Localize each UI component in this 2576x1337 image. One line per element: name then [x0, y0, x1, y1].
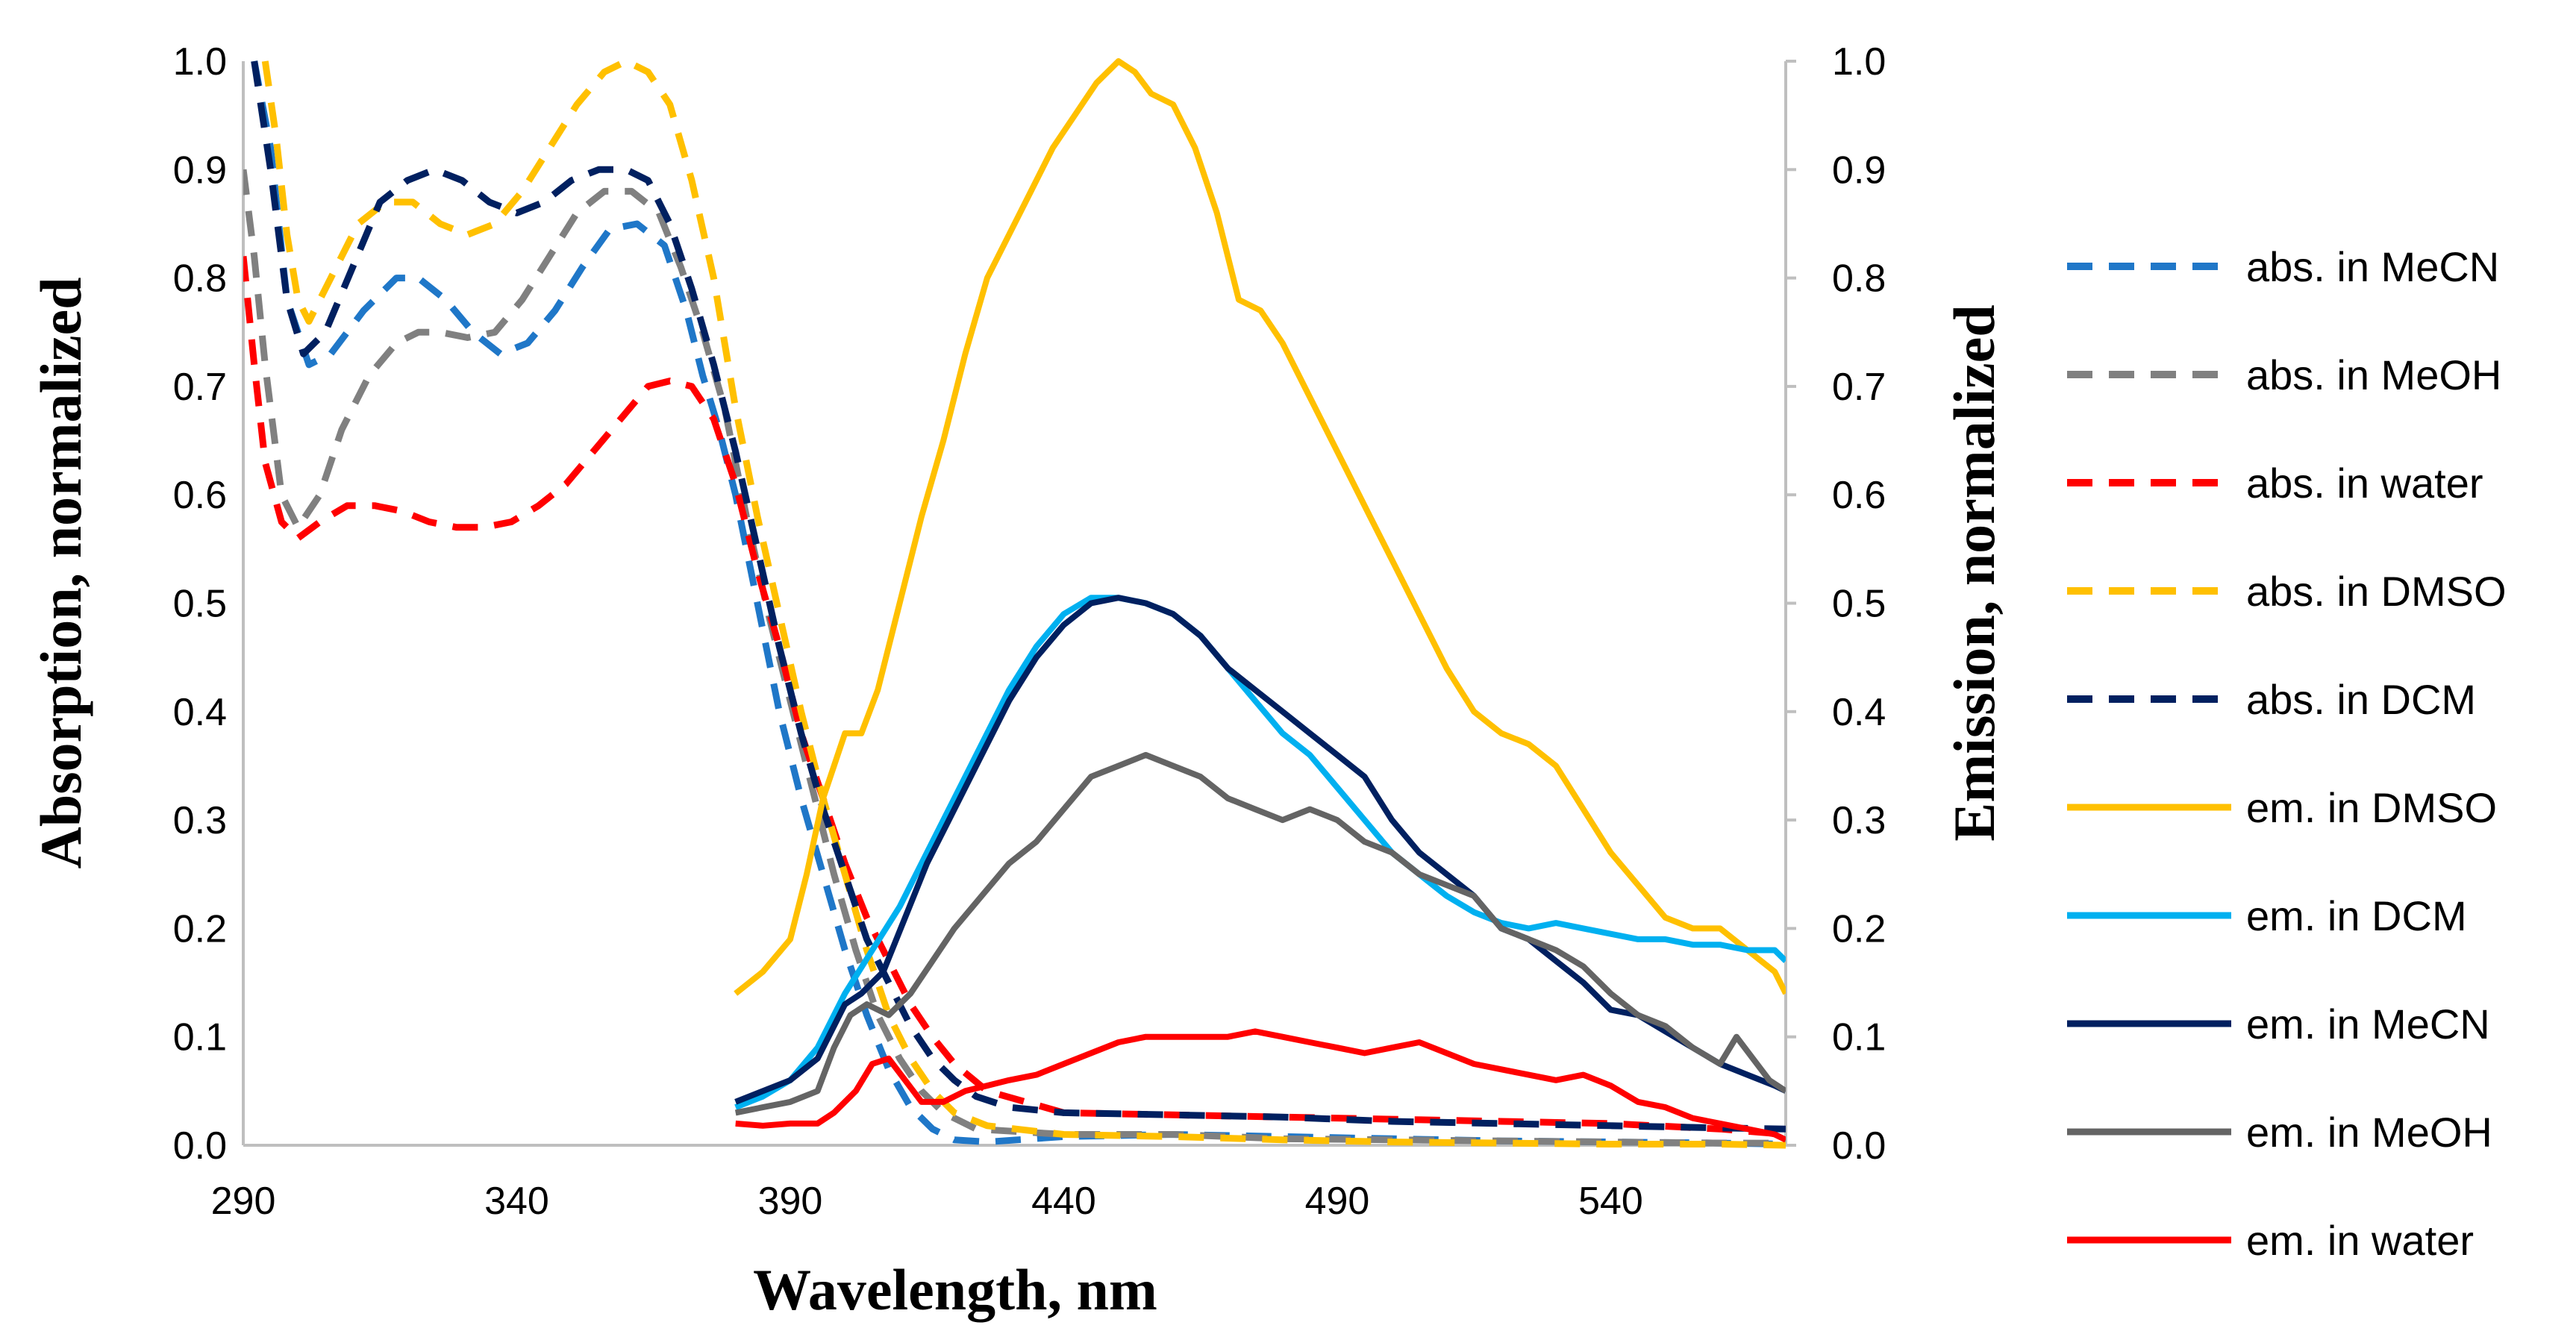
y2-tick-label: 0.9: [1832, 148, 1886, 192]
legend-entry: abs. in DMSO: [2067, 568, 2507, 615]
series-line-em-in-meoh: [734, 751, 1786, 1116]
legend-entry: abs. in water: [2067, 460, 2483, 507]
legend-label: abs. in water: [2246, 460, 2483, 507]
series-line-em-in-dcm: [734, 595, 1786, 1110]
series-line-abs-in-meoh: [243, 169, 1786, 1147]
legend-entry: em. in MeOH: [2067, 1109, 2492, 1156]
y-tick-label: 0.1: [173, 1016, 227, 1059]
legend-label: em. in MeOH: [2246, 1109, 2492, 1156]
legend-label: abs. in MeOH: [2246, 351, 2501, 398]
y2-tick-label: 0.7: [1832, 366, 1886, 409]
y-axis-title: Absorption, normalized: [28, 277, 93, 868]
series-line-em-in-water: [735, 1028, 1786, 1143]
legend-entry: abs. in MeCN: [2067, 243, 2499, 290]
legend-entry: em. in water: [2067, 1217, 2474, 1264]
series-line-em-in-dmso: [734, 58, 1786, 996]
y2-tick-label: 0.4: [1832, 691, 1886, 734]
y2-tick-label: 1.0: [1832, 40, 1886, 84]
x-tick-label: 290: [211, 1180, 276, 1223]
series-line-abs-in-dcm: [251, 60, 1786, 1133]
x-tick-label: 540: [1578, 1180, 1643, 1223]
y2-axis-title: Emission, normalized: [1942, 304, 2007, 841]
x-tick-label: 440: [1031, 1180, 1096, 1223]
series-line-abs-in-mecn: [251, 60, 1786, 1147]
legend-entry: em. in DMSO: [2067, 784, 2497, 831]
y-tick-label: 0.4: [173, 691, 227, 734]
y2-tick-label: 0.5: [1832, 583, 1886, 626]
y-tick-label: 0.8: [173, 257, 227, 301]
y-tick-label: 0.0: [173, 1124, 227, 1168]
x-tick-label: 340: [484, 1180, 549, 1223]
legend-label: em. in DMSO: [2246, 784, 2497, 831]
legend-label: abs. in MeCN: [2246, 243, 2499, 290]
plot-area: [243, 57, 1786, 1149]
y-tick-label: 1.0: [173, 40, 227, 84]
legend-label: abs. in DMSO: [2246, 568, 2507, 615]
y2-tick-label: 0.1: [1832, 1016, 1886, 1059]
y-tick-label: 0.3: [173, 799, 227, 842]
axes: [242, 60, 1796, 1147]
tick-labels: 0.0 0.0 0.1 0.1 0.2 0.2 0.3 0.3 0.4 0.4 0.5 0.5 0.6 0…: [173, 40, 1886, 1223]
legend-label: em. in water: [2246, 1217, 2474, 1264]
legend-entry: em. in DCM: [2067, 892, 2467, 939]
y2-tick-label: 0.0: [1832, 1124, 1886, 1168]
y-tick-label: 0.9: [173, 148, 227, 192]
legend-entry: abs. in MeOH: [2067, 351, 2501, 398]
y-tick-label: 0.5: [173, 583, 227, 626]
legend-entry: abs. in DCM: [2067, 676, 2476, 723]
y-tick-label: 0.2: [173, 907, 227, 951]
legend-label: abs. in DCM: [2246, 676, 2476, 723]
y-tick-label: 0.7: [173, 366, 227, 409]
y2-tick-label: 0.3: [1832, 799, 1886, 842]
legend: abs. in MeCN abs. in MeOH abs. in water abs…: [2067, 243, 2507, 1264]
series-line-abs-in-dmso: [261, 57, 1786, 1149]
x-tick-label: 390: [758, 1180, 823, 1223]
y-tick-label: 0.6: [173, 474, 227, 517]
legend-label: em. in DCM: [2246, 892, 2467, 939]
legend-entry: em. in MeCN: [2067, 1001, 2490, 1048]
y2-tick-label: 0.8: [1832, 257, 1886, 301]
y2-tick-label: 0.6: [1832, 474, 1886, 517]
x-tick-label: 490: [1305, 1180, 1370, 1223]
y2-tick-label: 0.2: [1832, 907, 1886, 951]
series-line-em-in-mecn: [734, 595, 1786, 1105]
legend-label: em. in MeCN: [2246, 1001, 2490, 1048]
x-axis-title: Wavelength, nm: [753, 1257, 1157, 1322]
